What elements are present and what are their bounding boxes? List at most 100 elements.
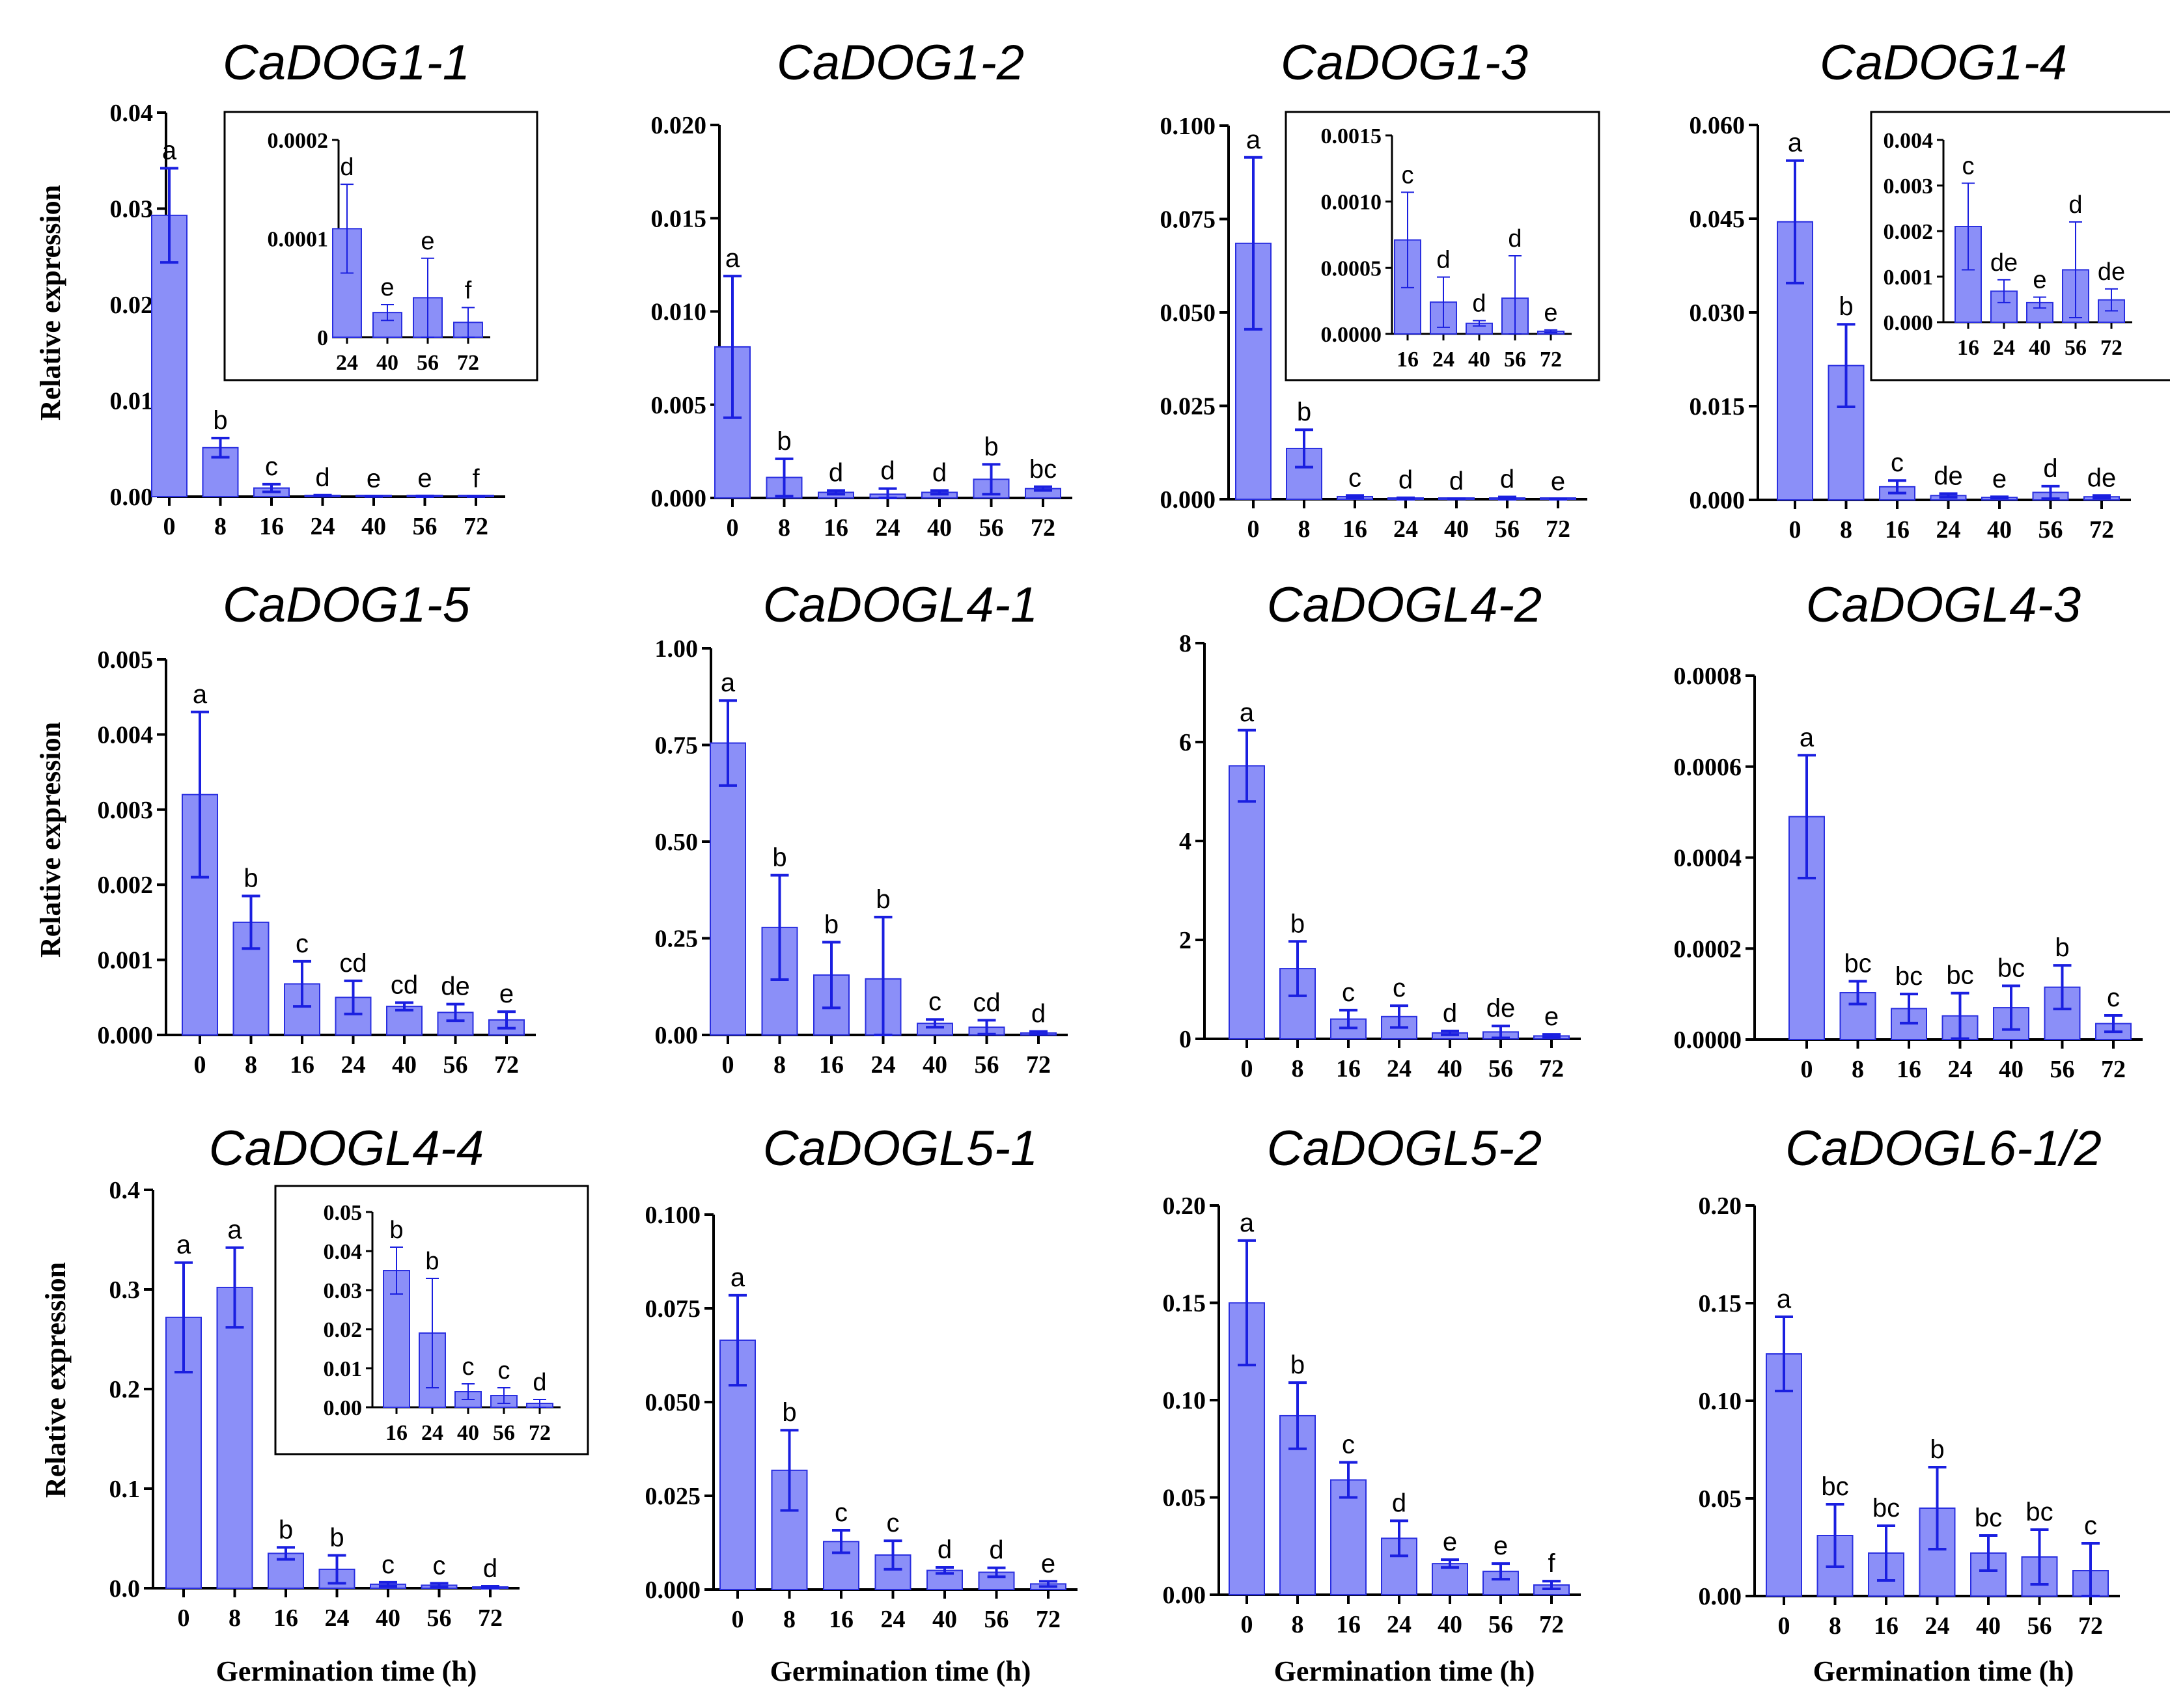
significance-letter: b [213,406,227,435]
inset-x-tick-label: 16 [385,1421,408,1445]
x-tick-label: 0 [1247,516,1260,543]
x-tick-label: 72 [478,1605,503,1632]
panel-cadogl4-4: CaDOGL4-4 0.0 0.1 0.2 0.3 0.4 0 a 8 a 16 b 24 b 40 c 56 c… [109,1121,589,1632]
significance-letter: d [1500,465,1514,494]
significance-letter: bc [2025,1498,2053,1526]
significance-letter: a [1246,126,1261,154]
x-tick-label: 16 [1342,516,1367,543]
significance-letter: de [1486,994,1516,1023]
x-tick-label: 16 [819,1051,844,1079]
inset-significance-letter: c [1962,153,1975,180]
panel-cadog1-1: CaDOG1-1 0.00 0.01 0.02 0.03 0.04 0 a 8 b 16 c 24 d 40… [110,35,538,540]
panel-title: CaDOG1-1 [223,35,470,90]
y-tick-label: 0.3 [109,1276,141,1304]
significance-letter: e [1551,467,1565,496]
x-tick-label: 40 [376,1605,400,1632]
x-tick-label: 56 [413,513,438,540]
x-tick-label: 72 [2078,1612,2103,1640]
significance-letter: bc [1872,1494,1900,1522]
y-tick-label: 0.00 [655,1022,699,1049]
y-tick-label: 0.003 [98,797,154,824]
significance-letter: cd [391,971,418,999]
panel-title: CaDOG1-5 [223,577,471,633]
significance-letter: b [777,427,791,456]
inset-y-tick-label: 0.0002 [268,129,329,153]
significance-letter: b [984,432,998,461]
y-tick-label: 8 [1179,630,1191,657]
inset-y-tick-label: 0.02 [324,1318,363,1342]
x-tick-label: 56 [2038,516,2063,544]
inset-x-tick-label: 72 [529,1421,551,1445]
y-tick-label: 0.045 [1690,206,1746,233]
significance-letter: c [1891,448,1904,477]
significance-letter: c [1342,978,1355,1007]
x-tick-label: 0 [1241,1055,1253,1082]
significance-letter: c [296,930,309,958]
x-tick-label: 8 [229,1605,241,1632]
x-tick-label: 16 [1874,1612,1899,1640]
x-tick-label: 8 [1840,516,1852,544]
inset-y-tick-label: 0.001 [1884,266,1934,290]
x-tick-label: 16 [824,514,848,542]
significance-letter: a [730,1263,745,1292]
significance-letter: a [1777,1285,1792,1314]
x-tick-label: 0 [163,513,176,540]
inset-significance-letter: d [533,1369,546,1396]
x-tick-label: 8 [245,1051,257,1079]
inset-significance-letter: e [1544,299,1557,327]
y-tick-label: 4 [1179,828,1191,855]
x-tick-label: 72 [1031,514,1055,542]
inset-frame [1870,111,2170,381]
y-tick-label: 0.0 [109,1575,141,1603]
y-tick-label: 6 [1179,729,1191,756]
x-tick-label: 24 [1387,1055,1412,1082]
inset-y-tick-label: 0 [317,326,328,350]
y-tick-label: 0.0000 [1674,1026,1742,1054]
y-tick-label: 0.015 [1690,393,1746,420]
y-tick-label: 0.000 [98,1022,154,1049]
inset-x-tick-label: 56 [417,351,439,375]
inset-y-tick-label: 0.05 [324,1201,363,1225]
y-tick-label: 0.00 [1699,1583,1742,1610]
inset-significance-letter: de [2098,258,2125,286]
x-tick-label: 0 [1789,516,1801,544]
significance-letter: a [193,680,208,709]
y-tick-label: 0.1 [109,1476,141,1503]
significance-letter: e [499,980,514,1008]
y-tick-label: 0.004 [98,721,154,749]
x-tick-label: 40 [1987,516,2012,544]
inset-x-tick-label: 72 [457,351,479,375]
inset-significance-letter: de [1990,249,2018,277]
inset-y-tick-label: 0.03 [324,1279,363,1303]
x-tick-label: 72 [1546,516,1570,543]
x-tick-label: 56 [2027,1612,2052,1640]
significance-letter: b [1290,1351,1305,1379]
inset-chart: 0.00 0.01 0.02 0.03 0.04 0.05 16 b 24 b 40 c 56 c 72 d [274,1185,589,1455]
inset-y-tick-label: 0.0015 [1321,124,1382,148]
y-tick-label: 1.00 [655,635,699,663]
significance-letter: b [1290,909,1305,938]
y-tick-label: 0.000 [1160,486,1216,514]
significance-letter: e [1443,1528,1457,1556]
panel-cadogl5-2: CaDOGL5-2 0.00 0.05 0.10 0.15 0.20 0 a 8 b 16 c 24 d 4… [1163,1121,1581,1638]
y-tick-label: 0.100 [645,1202,701,1229]
y-tick-label: 0.4 [109,1177,141,1204]
y-tick-label: 0.025 [645,1483,701,1510]
x-tick-label: 72 [2089,516,2114,544]
significance-letter: c [265,452,278,481]
x-tick-label: 16 [1336,1055,1361,1082]
x-tick-label: 24 [1948,1056,1973,1083]
y-tick-label: 0.0006 [1674,754,1742,781]
inset-significance-letter: e [380,274,394,301]
y-tick-label: 0.15 [1163,1290,1206,1317]
bar [216,1286,253,1589]
significance-letter: bc [1946,961,1973,990]
y-tick-label: 2 [1179,927,1191,954]
inset-chart: 0.0000 0.0005 0.0010 0.0015 16 c 24 d 40 d 56 d 72 e [1285,111,1600,381]
panel-cadogl5-1: CaDOGL5-1 0.000 0.025 0.050 0.075 0.100 0 a 8 b 16… [645,1121,1078,1633]
y-tick-label: 0.10 [1163,1387,1206,1414]
x-tick-label: 40 [923,1051,947,1079]
y-tick-label: 0.000 [1690,487,1746,514]
significance-letter: c [835,1498,848,1527]
